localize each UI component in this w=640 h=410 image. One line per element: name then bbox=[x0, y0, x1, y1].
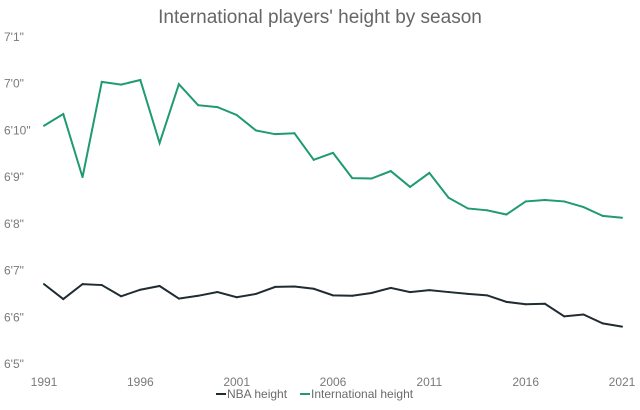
data-point-international-height bbox=[351, 177, 354, 180]
data-point-international-height bbox=[139, 78, 142, 81]
y-tick-label: 6'7" bbox=[4, 264, 24, 278]
series-line-international-height bbox=[43, 78, 623, 219]
x-tick-label: 2016 bbox=[512, 375, 539, 389]
x-tick-label: 2021 bbox=[609, 375, 636, 389]
data-point-nba-height bbox=[120, 295, 123, 298]
data-point-international-height bbox=[563, 200, 566, 203]
x-tick-label: 1991 bbox=[31, 375, 58, 389]
y-tick-label: 7'1" bbox=[4, 30, 24, 44]
data-point-nba-height bbox=[158, 284, 161, 287]
data-point-nba-height bbox=[621, 325, 623, 328]
data-point-international-height bbox=[235, 114, 238, 117]
legend-label-international-height: International height bbox=[311, 387, 414, 401]
data-point-international-height bbox=[370, 177, 373, 180]
y-tick-label: 6'10" bbox=[4, 123, 31, 137]
data-point-nba-height bbox=[351, 294, 354, 297]
data-point-nba-height bbox=[177, 297, 180, 300]
data-point-nba-height bbox=[370, 291, 373, 294]
data-point-international-height bbox=[486, 209, 489, 212]
data-point-nba-height bbox=[601, 322, 604, 325]
data-point-international-height bbox=[312, 158, 315, 161]
data-point-international-height bbox=[197, 104, 200, 107]
data-point-international-height bbox=[505, 213, 508, 216]
x-tick-label: 2011 bbox=[416, 375, 442, 389]
legend: NBA height International height bbox=[216, 387, 414, 401]
x-tick-label: 1996 bbox=[127, 375, 154, 389]
data-point-nba-height bbox=[582, 313, 585, 316]
data-point-nba-height bbox=[543, 302, 546, 305]
data-point-international-height bbox=[582, 206, 585, 209]
chart-title: International players' height by season bbox=[158, 7, 482, 28]
x-tick-label: 2006 bbox=[320, 375, 347, 389]
data-point-international-height bbox=[524, 200, 527, 203]
y-axis-ticks: 6'5" 6'6" 6'7" 6'8" 6'9" 6'10" 7'0" 7'1" bbox=[4, 30, 31, 371]
data-point-nba-height bbox=[447, 291, 450, 294]
data-point-nba-height bbox=[254, 292, 257, 295]
data-point-international-height bbox=[120, 83, 123, 86]
data-point-nba-height bbox=[524, 303, 527, 306]
data-point-international-height bbox=[43, 124, 45, 127]
data-point-nba-height bbox=[332, 294, 334, 297]
data-point-international-height bbox=[216, 106, 219, 109]
series-line-nba-height bbox=[43, 283, 623, 328]
x-axis-ticks: 1991 1996 2001 2006 2011 2016 2021 bbox=[31, 375, 636, 389]
data-point-international-height bbox=[389, 170, 392, 173]
data-point-international-height bbox=[543, 199, 546, 202]
data-point-nba-height bbox=[139, 288, 142, 291]
data-point-international-height bbox=[81, 176, 84, 179]
data-point-nba-height bbox=[428, 289, 431, 292]
y-tick-label: 6'5" bbox=[4, 357, 24, 371]
data-point-nba-height bbox=[43, 283, 45, 286]
series-lines bbox=[43, 78, 623, 328]
data-point-nba-height bbox=[274, 285, 277, 288]
data-point-international-height bbox=[274, 133, 277, 136]
y-tick-label: 6'6" bbox=[4, 310, 24, 324]
data-point-international-height bbox=[409, 185, 412, 188]
data-point-international-height bbox=[293, 132, 296, 135]
data-point-international-height bbox=[428, 171, 431, 174]
data-point-international-height bbox=[466, 207, 469, 210]
data-point-international-height bbox=[332, 151, 334, 154]
data-point-nba-height bbox=[563, 315, 566, 318]
data-point-international-height bbox=[62, 113, 65, 116]
y-tick-label: 6'8" bbox=[4, 217, 24, 231]
data-point-international-height bbox=[177, 83, 180, 86]
y-tick-label: 6'9" bbox=[4, 170, 24, 184]
data-point-nba-height bbox=[312, 287, 315, 290]
data-point-international-height bbox=[254, 129, 257, 132]
data-point-nba-height bbox=[293, 285, 296, 288]
data-point-nba-height bbox=[466, 292, 469, 295]
x-tick-label: 2001 bbox=[223, 375, 250, 389]
data-point-international-height bbox=[100, 80, 103, 83]
legend-label-nba-height: NBA height bbox=[227, 387, 288, 401]
data-point-nba-height bbox=[486, 294, 489, 297]
y-tick-label: 7'0" bbox=[4, 77, 24, 91]
data-point-nba-height bbox=[505, 300, 508, 303]
data-point-nba-height bbox=[235, 296, 238, 299]
data-point-nba-height bbox=[100, 284, 103, 287]
data-point-international-height bbox=[621, 216, 623, 219]
data-point-nba-height bbox=[409, 291, 412, 294]
data-point-international-height bbox=[601, 214, 604, 217]
data-point-nba-height bbox=[81, 283, 84, 286]
data-point-nba-height bbox=[197, 294, 200, 297]
data-point-nba-height bbox=[62, 298, 65, 301]
data-point-international-height bbox=[447, 196, 450, 199]
data-point-nba-height bbox=[389, 286, 392, 289]
data-point-international-height bbox=[158, 142, 161, 145]
data-point-nba-height bbox=[216, 291, 219, 294]
